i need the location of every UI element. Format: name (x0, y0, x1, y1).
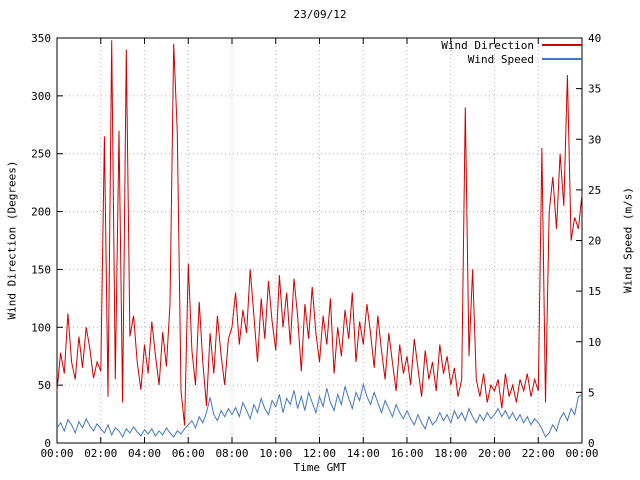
y-right-tick-label: 25 (588, 184, 601, 197)
x-tick-label: 08:00 (215, 447, 248, 460)
x-tick-label: 00:00 (40, 447, 73, 460)
y-right-tick-label: 15 (588, 285, 601, 298)
grid (56, 37, 583, 444)
y-left-tick-label: 100 (31, 321, 51, 334)
y-right-tick-label: 5 (588, 386, 595, 399)
y-left-tick-label: 0 (44, 437, 51, 450)
tick-labels: 0 50 100 150 200 250 300 350 0 5 10 15 20 25 30 35 40 00:… (31, 32, 601, 460)
x-tick-label: 04:00 (128, 447, 161, 460)
legend-item-wind-speed: Wind Speed (467, 52, 582, 66)
x-tick-label: 14:00 (347, 447, 380, 460)
x-tick-label: 10:00 (259, 447, 292, 460)
x-tick-label: 02:00 (84, 447, 117, 460)
legend: Wind Direction Wind Speed (441, 38, 582, 66)
y-left-tick-label: 350 (31, 32, 51, 45)
series-line-wind-direction (56, 40, 583, 426)
y-axis-left-label: Wind Direction (Degrees) (5, 160, 19, 320)
series-line-wind-speed (56, 382, 583, 438)
y-right-tick-label: 30 (588, 133, 601, 146)
y-right-tick-label: 10 (588, 336, 601, 349)
x-tick-label: 22:00 (522, 447, 555, 460)
x-tick-label: 20:00 (478, 447, 511, 460)
y-right-tick-label: 35 (588, 83, 601, 96)
x-tick-label: 06:00 (172, 447, 205, 460)
legend-swatch-1 (542, 58, 582, 60)
legend-item-wind-direction: Wind Direction (441, 38, 582, 52)
x-axis-label: Time GMT (293, 461, 347, 474)
y-left-tick-label: 200 (31, 206, 51, 219)
y-left-tick-label: 150 (31, 263, 51, 276)
chart-title: 23/09/12 (293, 8, 347, 21)
legend-swatch-0 (542, 44, 582, 46)
y-right-tick-label: 0 (588, 437, 595, 450)
y-right-tick-label: 20 (588, 235, 601, 248)
x-tick-label: 00:00 (565, 447, 598, 460)
y-left-tick-label: 50 (38, 379, 51, 392)
legend-label-wind-direction: Wind Direction (441, 38, 534, 52)
y-right-tick-label: 40 (588, 32, 601, 45)
legend-label-wind-speed: Wind Speed (467, 52, 534, 66)
tick-marks (56, 37, 583, 444)
y-left-tick-label: 300 (31, 90, 51, 103)
series (56, 40, 583, 438)
y-axis-right-label: Wind Speed (m/s) (621, 187, 635, 293)
x-tick-label: 12:00 (303, 447, 336, 460)
x-tick-label: 18:00 (434, 447, 467, 460)
x-tick-label: 16:00 (390, 447, 423, 460)
y-left-tick-label: 250 (31, 148, 51, 161)
